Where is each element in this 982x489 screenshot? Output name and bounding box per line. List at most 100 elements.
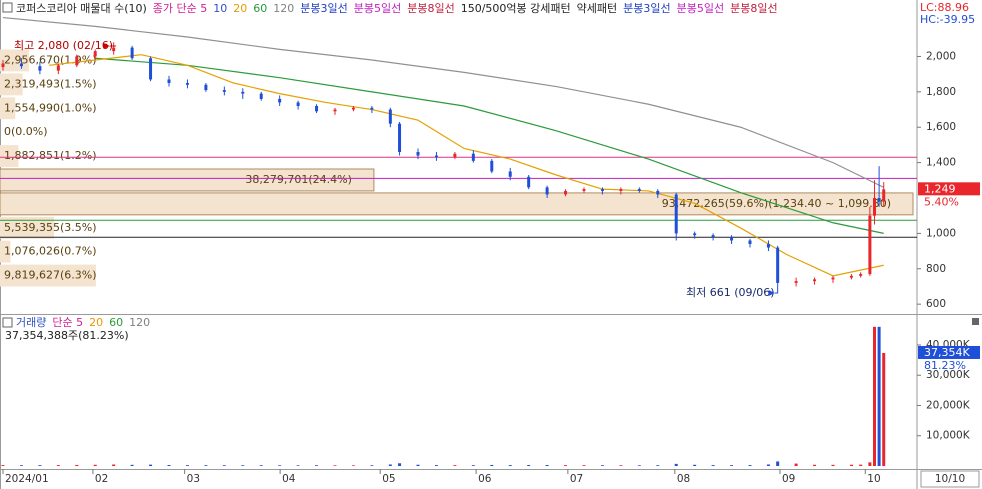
- volume-bar: [471, 465, 475, 466]
- candle-body: [333, 109, 337, 112]
- volume-bar: [527, 465, 531, 466]
- change-label: 5.40%: [924, 195, 959, 208]
- candle-body: [149, 58, 153, 80]
- volume-bar: [1, 465, 5, 466]
- y-tick-label: 1,600: [926, 121, 956, 133]
- volume-bar: [831, 464, 835, 466]
- y-tick-label: 2,000: [926, 50, 956, 62]
- candle-body: [38, 66, 42, 71]
- pane-menu-icon[interactable]: [2, 317, 13, 328]
- candle-body: [370, 107, 374, 110]
- x-tick-label: 04: [282, 473, 296, 485]
- volume-bar: [185, 465, 189, 466]
- volume-bar: [490, 464, 494, 466]
- legend-item: 10: [213, 2, 227, 15]
- volume-bar: [859, 464, 863, 466]
- candle-body: [545, 187, 549, 195]
- legend-item: 종가 단순 5: [153, 2, 207, 15]
- legend-item: 분봉3일선: [300, 1, 347, 15]
- y-tick-label: 600: [926, 298, 946, 310]
- legend-title: 거래량: [16, 316, 46, 329]
- last-volume-label: 37,354K: [924, 346, 970, 359]
- volume-bar: [204, 465, 208, 466]
- legend-item: 분봉5일선: [677, 1, 724, 15]
- candle-body: [56, 65, 60, 71]
- y-tick-label: 20,000K: [926, 399, 971, 411]
- candle-body: [859, 274, 863, 276]
- profile-label: 93,472,265(59.6%)(1,234.40 ~ 1,099.30): [662, 197, 891, 210]
- volume-bar: [656, 465, 660, 466]
- moving-average: [49, 54, 884, 277]
- volume-bar: [130, 464, 134, 466]
- profile-label: 9,819,627(6.3%): [4, 269, 97, 282]
- x-tick-label: 02: [95, 473, 108, 485]
- candle-body: [130, 47, 134, 59]
- candle-body: [877, 198, 881, 202]
- volume-bar: [149, 464, 153, 466]
- profile-bar: [0, 216, 55, 239]
- last-volume-box: [918, 345, 980, 359]
- candle-body: [873, 198, 876, 216]
- volume-bar: [813, 464, 817, 466]
- volume-bar: [416, 464, 420, 466]
- volume-bar: [333, 465, 337, 466]
- volume-bar: [75, 464, 79, 466]
- legend-item: 분봉5일선: [354, 1, 401, 15]
- volume-bar: [56, 465, 60, 466]
- candle-body: [453, 153, 457, 158]
- y-tick-label: 1,400: [926, 157, 956, 169]
- candle-body: [849, 275, 853, 278]
- legend-item: 분봉8일선: [730, 1, 777, 15]
- profile-bar: [0, 192, 914, 216]
- volume-bar: [637, 465, 641, 466]
- volume-bar: [674, 463, 678, 466]
- moving-average: [2, 16, 884, 188]
- x-tick-label: 09: [782, 473, 795, 485]
- candle-body: [93, 51, 97, 57]
- profile-label: 1,076,026(0.7%): [4, 245, 97, 258]
- candle-body: [222, 90, 226, 92]
- profile-label: 1,554,990(1.0%): [4, 101, 97, 114]
- candle-body: [527, 176, 531, 188]
- moving-average: [95, 57, 884, 234]
- profile-label: 1,882,851(1.2%): [4, 149, 97, 162]
- candle-body: [19, 63, 23, 67]
- volume-bar: [582, 465, 586, 466]
- volume-bar: [93, 464, 97, 466]
- volume-bar: [711, 465, 715, 466]
- candle-body: [508, 171, 512, 177]
- x-tick-label: 03: [187, 473, 200, 485]
- profile-bar: [0, 264, 96, 287]
- volume-bar: [748, 465, 752, 466]
- volume-bar: [776, 461, 780, 466]
- volume-bar: [19, 465, 23, 466]
- y-tick-label: 30,000K: [926, 369, 971, 381]
- volume-bar: [882, 352, 886, 466]
- candle-body: [674, 194, 678, 234]
- x-tick-label: 05: [382, 473, 395, 485]
- volume-bar: [38, 465, 42, 466]
- volume-bar: [388, 464, 392, 466]
- candle-body: [259, 93, 263, 99]
- profile-bar: [0, 97, 16, 120]
- pane-close-icon[interactable]: [972, 318, 979, 325]
- candle-body: [766, 244, 770, 248]
- volume-bar: [434, 465, 438, 466]
- legend-item: 150/500억봉 강세패턴: [461, 2, 571, 15]
- x-tick-label: 10: [867, 473, 880, 485]
- right-axis-area: [917, 0, 982, 489]
- candle-body: [730, 236, 734, 241]
- candle-body: [315, 106, 319, 112]
- candle-body: [748, 240, 752, 244]
- pane-menu-icon[interactable]: [2, 2, 13, 13]
- candle-body: [1, 63, 5, 68]
- volume-bar: [766, 464, 770, 466]
- lc-label: LC:88.96: [920, 1, 969, 14]
- candle-body: [398, 123, 402, 152]
- volume-value-label: 37,354,388주(81.23%): [5, 329, 129, 342]
- legend-item: 약세패턴: [577, 1, 617, 15]
- volume-bar: [351, 465, 355, 466]
- candle-body: [656, 190, 660, 195]
- x-tick-label: 06: [478, 473, 492, 485]
